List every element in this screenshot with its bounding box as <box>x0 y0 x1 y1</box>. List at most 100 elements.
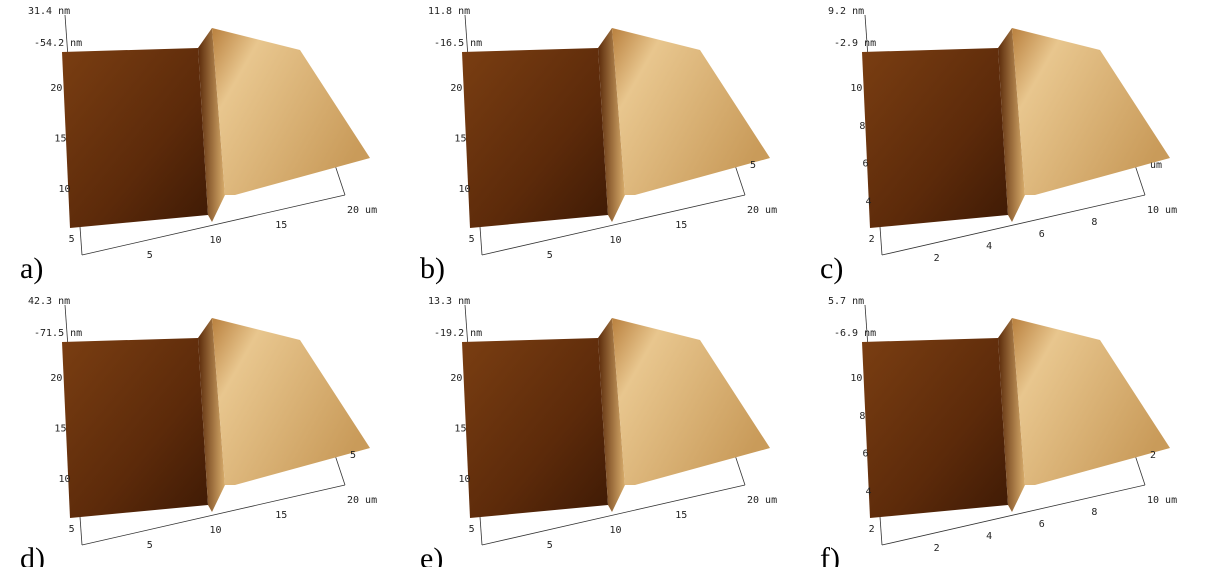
afm-panel: 5.7 nm -6.9 nm 10 8 6 4 2 2 4 6 8 10 um 2 f) <box>820 296 1177 567</box>
y-tick-label: 4 <box>866 486 872 497</box>
z-min: -16.5 nm <box>434 38 482 49</box>
surface-step <box>598 318 625 512</box>
afm-panel: 31.4 nm -54.2 nm 20 15 10 5 5 10 15 20 um a) <box>20 6 377 285</box>
x-tick-label: 4 <box>986 531 992 542</box>
z-max: 42.3 nm <box>28 296 70 307</box>
x-tick-label: 15 <box>675 510 687 521</box>
x-tick-label: 10 <box>609 235 621 246</box>
y-tick-label: 8 <box>859 121 865 132</box>
x-tick-label: 5 <box>147 250 153 261</box>
panel-label: f) <box>820 542 840 567</box>
afm-panel: 9.2 nm -2.9 nm 10 8 6 4 2 2 4 6 8 10 um um c) <box>820 6 1177 285</box>
y-tick-label: 6 <box>862 159 868 170</box>
side-tick-label: 5 <box>750 160 756 171</box>
z-min: -71.5 nm <box>34 328 82 339</box>
x-tick-label: 10 <box>609 525 621 536</box>
panel-label: d) <box>20 542 45 567</box>
x-tick-label: 20 um <box>747 495 777 506</box>
axis <box>81 194 346 256</box>
surface-step <box>198 318 225 512</box>
afm-panel: 11.8 nm -16.5 nm 20 15 10 5 5 10 15 20 um 5 b) <box>420 6 777 285</box>
z-max: 13.3 nm <box>428 296 470 307</box>
surface-step <box>998 318 1025 512</box>
surface-low <box>62 48 208 228</box>
axis <box>481 484 746 546</box>
y-tick-label: 15 <box>454 133 466 144</box>
surface-high <box>212 318 370 485</box>
y-tick-label: 6 <box>862 449 868 460</box>
x-tick-label: 5 <box>147 540 153 551</box>
y-tick-label: 15 <box>54 423 66 434</box>
axis <box>81 484 346 546</box>
side-tick-label: 5 <box>350 450 356 461</box>
y-tick-label: 5 <box>469 524 475 535</box>
y-tick-label: 20 <box>50 373 62 384</box>
surface-step <box>998 28 1025 222</box>
z-min: -6.9 nm <box>834 328 876 339</box>
surface-low <box>862 48 1008 228</box>
z-min: -2.9 nm <box>834 38 876 49</box>
x-tick-label: 15 <box>675 220 687 231</box>
surface-low <box>462 48 608 228</box>
axis <box>881 484 1146 546</box>
z-min: -54.2 nm <box>34 38 82 49</box>
surface-step <box>198 28 225 222</box>
panels: 31.4 nm -54.2 nm 20 15 10 5 5 10 15 20 um a) 11.8 n… <box>20 6 1177 567</box>
x-tick-label: 20 um <box>747 205 777 216</box>
x-tick-label: 5 <box>547 540 553 551</box>
surface-low <box>62 338 208 518</box>
y-tick-label: 10 <box>59 474 71 485</box>
y-tick-label: 20 <box>50 83 62 94</box>
surface-high <box>1012 318 1170 485</box>
surface-high <box>612 318 770 485</box>
y-tick-label: 20 <box>450 83 462 94</box>
y-tick-label: 5 <box>69 234 75 245</box>
axis <box>881 194 1146 256</box>
x-tick-label: 10 um <box>1147 205 1177 216</box>
panel-label: c) <box>820 252 843 285</box>
afm-panel: 42.3 nm -71.5 nm 20 15 10 5 5 10 15 20 um 5 d) <box>20 296 377 567</box>
side-tick-label: um <box>1150 160 1162 171</box>
y-tick-label: 10 <box>59 184 71 195</box>
x-tick-label: 5 <box>547 250 553 261</box>
z-min: -19.2 nm <box>434 328 482 339</box>
y-tick-label: 5 <box>69 524 75 535</box>
y-tick-label: 15 <box>454 423 466 434</box>
z-max: 9.2 nm <box>828 6 864 17</box>
x-tick-label: 10 <box>209 235 221 246</box>
surface-high <box>612 28 770 195</box>
z-max: 5.7 nm <box>828 296 864 307</box>
x-tick-label: 20 um <box>347 205 377 216</box>
surface-high <box>212 28 370 195</box>
x-tick-label: 4 <box>986 241 992 252</box>
x-tick-label: 8 <box>1091 217 1097 228</box>
x-tick-label: 15 <box>275 510 287 521</box>
x-tick-label: 20 um <box>347 495 377 506</box>
x-tick-label: 15 <box>275 220 287 231</box>
y-tick-label: 20 <box>450 373 462 384</box>
y-tick-label: 2 <box>869 524 875 535</box>
surface-high <box>1012 28 1170 195</box>
x-tick-label: 10 um <box>1147 495 1177 506</box>
afm-panel: 13.3 nm -19.2 nm 20 15 10 5 5 10 15 20 um e) <box>420 296 777 567</box>
z-max: 11.8 nm <box>428 6 470 17</box>
panel-label: a) <box>20 252 43 285</box>
y-tick-label: 4 <box>866 196 872 207</box>
y-tick-label: 10 <box>850 373 862 384</box>
x-tick-label: 6 <box>1039 229 1045 240</box>
side-tick-label: 2 <box>1150 450 1156 461</box>
x-tick-label: 6 <box>1039 519 1045 530</box>
z-max: 31.4 nm <box>28 6 70 17</box>
y-tick-label: 10 <box>459 184 471 195</box>
x-tick-label: 2 <box>934 253 940 264</box>
y-tick-label: 8 <box>859 411 865 422</box>
surface-low <box>862 338 1008 518</box>
y-tick-label: 10 <box>850 83 862 94</box>
x-tick-label: 8 <box>1091 507 1097 518</box>
y-tick-label: 15 <box>54 133 66 144</box>
surface-step <box>598 28 625 222</box>
x-tick-label: 2 <box>934 543 940 554</box>
panel-label: b) <box>420 252 445 285</box>
